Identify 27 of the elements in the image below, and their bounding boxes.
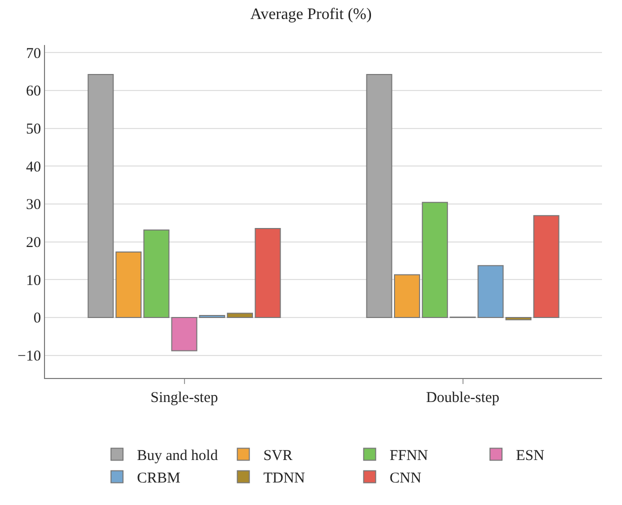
x-tick-label: Single-step [150,390,218,406]
chart-title: Average Profit (%) [250,6,372,23]
y-tick-label: 30 [26,197,41,214]
bar [116,251,142,318]
legend-label: SVR [263,448,293,464]
bar [366,74,392,318]
y-tick-label: 70 [26,46,41,62]
bar [533,215,560,318]
legend-label: TDNN [263,470,306,487]
legend-label: Buy and hold [137,448,218,464]
bar [88,74,114,318]
y-tick-label: 60 [26,84,41,100]
bar [254,228,281,318]
legend-label: FFNN [390,448,428,464]
x-tick-label: Double-step [426,390,500,406]
y-tick-label: 20 [26,235,41,252]
y-tick-label: 0 [34,310,41,327]
legend-label: CNN [390,470,422,487]
bar [505,316,532,320]
y-tick-label: 50 [26,122,41,138]
y-tick-label: −10 [18,348,41,365]
bar [394,274,420,318]
y-tick-label: 40 [26,159,41,176]
legend-label: CRBM [137,470,180,487]
bar [226,312,253,318]
legend-label: ESN [516,448,544,464]
y-tick-label: 10 [26,272,41,289]
